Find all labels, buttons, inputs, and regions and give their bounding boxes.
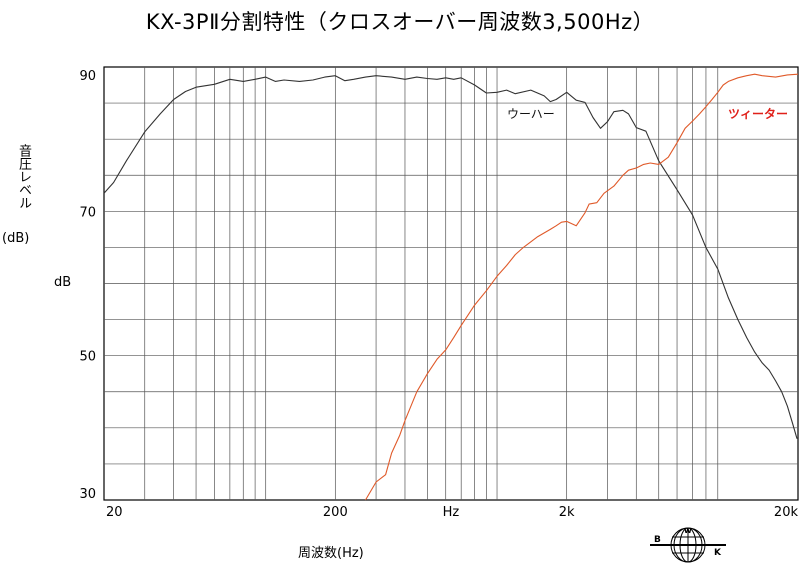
logo-letter-b: B (654, 535, 661, 545)
series-label-tweeter: ツィーター (728, 107, 789, 121)
x-tick-label: 20k (774, 505, 799, 520)
x-tick-label: 20 (106, 505, 123, 520)
y-tick-label: 70 (79, 205, 96, 220)
x-axis-label: 周波数(Hz) (298, 546, 364, 561)
x-tick-label: 2k (559, 505, 575, 520)
tweeter-series-line (365, 73, 799, 501)
series-label-woofer: ウーハー (507, 107, 555, 121)
logo-letter-k: K (714, 548, 722, 558)
bwk-logo: B W K (650, 527, 726, 563)
y-tick-label: 30 (79, 487, 96, 502)
y-axis-db-label: dB (54, 275, 72, 290)
y-axis-label: 音圧レベル (16, 144, 31, 209)
logo-letter-w: W (684, 527, 692, 535)
y-tick-label: 50 (79, 350, 96, 365)
y-tick-label: 90 (79, 69, 96, 84)
x-tick-label: Hz (443, 505, 460, 520)
chart-title: KX-3PⅡ分割特性（クロスオーバー周波数3,500Hz） (145, 10, 655, 34)
y-axis-unit: (dB) (2, 231, 30, 246)
x-tick-label: 200 (323, 505, 348, 520)
woofer-series-line (103, 75, 798, 439)
